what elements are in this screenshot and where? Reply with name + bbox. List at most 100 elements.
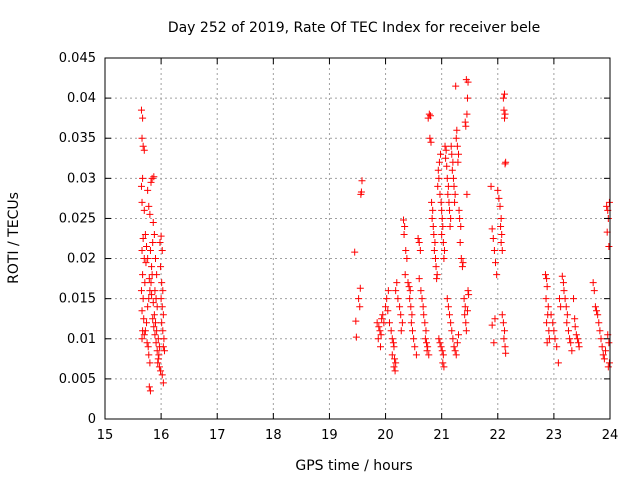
data-point (593, 307, 601, 315)
data-point (419, 303, 427, 311)
y-tick-label: 0.01 (67, 332, 96, 347)
data-point (568, 347, 576, 355)
data-point (144, 186, 152, 194)
data-point (433, 275, 441, 283)
data-point (149, 239, 157, 247)
data-point (145, 275, 153, 283)
data-point (145, 202, 153, 210)
data-point (553, 343, 561, 351)
data-point (435, 158, 443, 166)
data-point (151, 287, 159, 295)
data-point (564, 327, 572, 335)
data-point (147, 279, 155, 287)
data-point (151, 331, 159, 339)
x-tick-label: 16 (153, 428, 170, 443)
data-point (438, 347, 446, 355)
data-point (410, 335, 418, 343)
data-point (498, 247, 506, 255)
data-point (543, 283, 551, 291)
data-point (459, 259, 467, 267)
x-tick-label: 18 (265, 428, 282, 443)
data-point (433, 271, 441, 279)
data-point (605, 198, 613, 206)
data-point (501, 160, 509, 168)
data-point (458, 263, 466, 271)
data-point (153, 347, 161, 355)
data-point (159, 287, 167, 295)
data-point (451, 347, 459, 355)
data-point (542, 295, 550, 303)
data-point (158, 247, 166, 255)
data-point (453, 339, 461, 347)
y-tick-label: 0.03 (67, 171, 96, 186)
data-point (494, 186, 502, 194)
data-point (462, 122, 470, 130)
data-point (140, 146, 148, 154)
y-axis-tick-labels: 0 0.005 0.01 0.015 0.02 0.025 0.03 0.035 0.04 0.0… (59, 51, 96, 427)
data-point (605, 339, 613, 347)
data-point (434, 166, 442, 174)
data-point (554, 359, 562, 367)
data-point (358, 177, 366, 185)
data-point (141, 230, 149, 238)
data-point (456, 214, 464, 222)
data-point (441, 142, 449, 150)
data-point (488, 321, 496, 329)
data-point (487, 182, 495, 190)
data-point (462, 76, 470, 84)
x-axis-tick-labels: 15 16 17 18 19 20 21 22 23 24 (97, 428, 619, 443)
data-point (140, 206, 148, 214)
data-point (156, 239, 164, 247)
data-point (438, 214, 446, 222)
data-point (159, 311, 167, 319)
data-point (490, 339, 498, 347)
data-point (141, 327, 149, 335)
data-point (495, 194, 503, 202)
data-point (396, 303, 404, 311)
data-point (139, 142, 147, 150)
data-point (463, 307, 471, 315)
data-point (571, 323, 579, 331)
data-point (140, 315, 148, 323)
data-point (598, 343, 606, 351)
data-points (137, 76, 613, 395)
data-point (407, 319, 415, 327)
data-point (392, 359, 400, 367)
grid-lines (105, 58, 610, 419)
data-point (448, 166, 456, 174)
data-point (461, 118, 469, 126)
data-point (541, 271, 549, 279)
data-point (150, 230, 158, 238)
data-point (437, 198, 445, 206)
data-point (589, 279, 597, 287)
data-point (452, 351, 460, 359)
data-point (390, 363, 398, 371)
data-point (429, 222, 437, 230)
data-point (352, 333, 360, 341)
data-point (490, 247, 498, 255)
y-tick-label: 0.035 (59, 131, 96, 146)
data-point (155, 363, 163, 371)
data-point (457, 222, 465, 230)
data-point (439, 359, 447, 367)
data-point (499, 319, 507, 327)
data-point (465, 291, 473, 299)
data-point (453, 126, 461, 134)
data-point (139, 271, 147, 279)
data-point (139, 114, 147, 122)
data-point (544, 303, 552, 311)
data-point (461, 303, 469, 311)
data-point (463, 190, 471, 198)
data-point (421, 335, 429, 343)
data-point (148, 263, 156, 271)
data-point (451, 198, 459, 206)
data-point (415, 239, 423, 247)
data-point (159, 327, 167, 335)
data-point (500, 106, 508, 114)
x-tick-label: 17 (209, 428, 226, 443)
data-point (501, 110, 509, 118)
data-point (567, 339, 575, 347)
data-point (152, 319, 159, 327)
data-point (397, 327, 405, 335)
data-point (440, 255, 448, 263)
